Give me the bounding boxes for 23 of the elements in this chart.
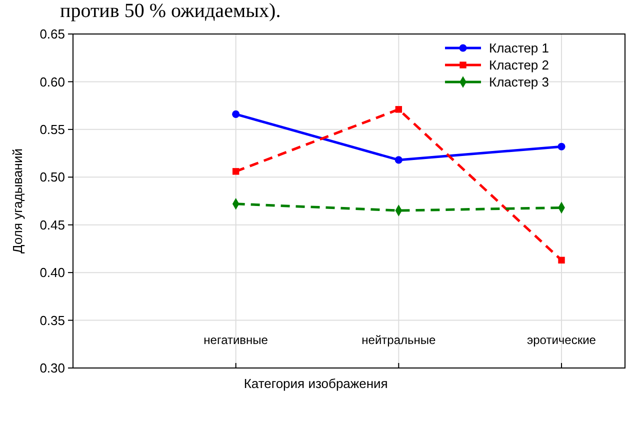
legend-label: Кластер 1: [489, 40, 549, 56]
point: [395, 106, 402, 113]
point: [232, 110, 240, 118]
y-tick-label: 0.30: [40, 360, 65, 376]
point: [394, 156, 402, 164]
point: [558, 142, 566, 150]
y-tick-label: 0.60: [40, 74, 65, 90]
x-tick-label: негативные: [204, 333, 268, 347]
y-axis-title: Доля угадываний: [10, 148, 25, 254]
y-tick-label: 0.55: [40, 122, 65, 137]
x-tick-label: эротические: [527, 333, 596, 347]
y-tick-label: 0.65: [40, 26, 65, 42]
x-axis-title: Категория изображения: [244, 376, 388, 391]
y-tick-label: 0.50: [40, 170, 65, 185]
y-tick-label: 0.40: [40, 265, 65, 280]
point: [232, 168, 240, 175]
legend-label: Кластер 2: [489, 58, 549, 73]
point: [558, 256, 565, 264]
y-tick-label: 0.45: [40, 217, 65, 232]
y-tick-label: 0.35: [40, 312, 65, 328]
text: против 50 % ожидаемых).: [60, 0, 281, 22]
x-tick-label: нейтральные: [362, 333, 436, 347]
legend-label: Кластер 3: [489, 74, 549, 90]
